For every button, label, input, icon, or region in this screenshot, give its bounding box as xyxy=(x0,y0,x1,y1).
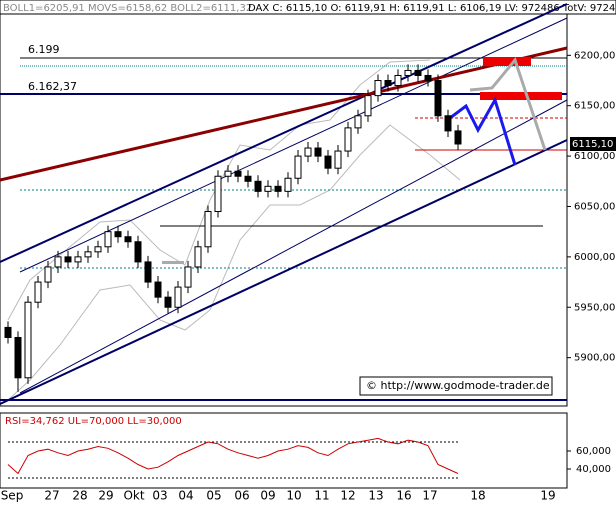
rsi-label: RSI=34,762 UL=70,000 LL=30,000 xyxy=(5,416,182,427)
x-tick-label: 18 xyxy=(470,489,485,503)
level-label: 6.162,37 xyxy=(28,80,77,93)
candle-body xyxy=(414,69,422,76)
candle-body xyxy=(434,80,442,117)
candle-body xyxy=(244,175,252,182)
candle-body xyxy=(274,185,282,192)
x-tick-label: 06 xyxy=(234,489,249,503)
candle-body xyxy=(224,170,232,177)
x-tick-label: 12 xyxy=(340,489,355,503)
trend-line xyxy=(0,46,568,182)
bollinger-upper xyxy=(7,59,431,321)
x-tick-label: 09 xyxy=(260,489,275,503)
projection-blue xyxy=(449,96,517,166)
last-price-label: 6115,10 xyxy=(572,139,613,150)
candle-body xyxy=(304,147,312,157)
candle-body xyxy=(34,281,42,303)
header-quote: DAX C: 6115,10 O: 6119,91 H: 6119,91 L: … xyxy=(248,3,616,14)
projection-grey xyxy=(469,56,547,151)
header-bollinger: BOLL1=6205,91 MOVS=6158,62 BOLL2=6111,32 xyxy=(3,3,252,14)
candle-body xyxy=(74,256,82,263)
x-tick-label: 13 xyxy=(368,489,383,503)
x-tick-label: 29 xyxy=(98,489,113,503)
candle-body xyxy=(284,177,292,192)
candle-body xyxy=(44,266,52,283)
rsi-tick-label: 40,000 xyxy=(576,464,611,475)
x-tick-label: Sep xyxy=(1,489,24,503)
x-tick-label: 19 xyxy=(540,489,555,503)
candle-body xyxy=(364,95,372,117)
x-tick-label: 10 xyxy=(286,489,301,503)
candle-body xyxy=(54,256,62,268)
candle-body xyxy=(394,74,402,87)
candle-body xyxy=(324,155,332,169)
y-tick-label: 5900,00 xyxy=(574,353,615,364)
x-tick-label: 05 xyxy=(206,489,221,503)
x-tick-label: 11 xyxy=(314,489,329,503)
candle-body xyxy=(204,211,212,248)
candle-body xyxy=(114,231,122,238)
candle-body xyxy=(164,296,172,308)
candle-body xyxy=(264,185,272,192)
candle-body xyxy=(454,130,462,145)
candle-body xyxy=(24,301,32,379)
x-tick-label: 16 xyxy=(396,489,411,503)
y-tick-label: 6150,00 xyxy=(574,101,615,112)
rsi-tick-label: 60,000 xyxy=(576,446,611,457)
bollinger-lower xyxy=(7,124,461,401)
candle-body xyxy=(374,80,382,97)
candle-body xyxy=(254,180,262,192)
x-tick-label: 04 xyxy=(178,489,193,503)
x-tick-label: 28 xyxy=(72,489,87,503)
candle-body xyxy=(354,115,362,129)
marker xyxy=(162,261,184,264)
candle-body xyxy=(404,69,412,76)
candle-body xyxy=(64,256,72,263)
candle-body xyxy=(134,241,142,263)
candle-body xyxy=(104,231,112,248)
trend-line xyxy=(19,99,568,394)
x-tick-label: 27 xyxy=(44,489,59,503)
y-tick-label: 6100,00 xyxy=(574,151,615,162)
candle-body xyxy=(144,261,152,283)
copyright: © http://www.godmode-trader.de xyxy=(366,379,550,392)
candle-body xyxy=(214,175,222,213)
candle-body xyxy=(334,150,342,169)
candle-body xyxy=(424,74,432,82)
copyright-box xyxy=(359,376,553,396)
candle-body xyxy=(184,266,192,288)
candle-body xyxy=(14,336,22,379)
y-tick-label: 6200,00 xyxy=(574,50,615,61)
candle-body xyxy=(294,155,302,179)
x-tick-label: 17 xyxy=(422,489,437,503)
candle-body xyxy=(444,115,452,132)
y-tick-label: 6050,00 xyxy=(574,201,615,212)
trend-line xyxy=(0,139,568,405)
x-tick-label: Okt xyxy=(123,489,144,503)
plot: 5900,00 5950,00 6000,00 6050,00 6100,00 6150,… xyxy=(1,50,616,503)
main-panel xyxy=(0,13,568,407)
candle-body xyxy=(154,281,162,298)
candle-body xyxy=(194,246,202,268)
trend-line xyxy=(0,3,568,263)
candle-body xyxy=(124,236,132,243)
y-tick-label: 5950,00 xyxy=(574,302,615,313)
candle-body xyxy=(234,170,242,177)
x-tick-label: 03 xyxy=(152,489,167,503)
target-zone xyxy=(483,57,531,66)
last-price-box xyxy=(570,136,616,151)
target-zone xyxy=(480,92,562,100)
candle-body xyxy=(84,251,92,258)
y-tick-label: 6000,00 xyxy=(574,252,615,263)
candle-body xyxy=(94,246,102,253)
rsi-line xyxy=(7,437,459,475)
level-label: 6.199 xyxy=(28,43,60,56)
candle-body xyxy=(314,147,322,157)
candle-body xyxy=(384,80,392,87)
candle-body xyxy=(344,127,352,152)
trend-line xyxy=(19,17,568,273)
candle-body xyxy=(174,286,182,308)
candle-body xyxy=(4,326,12,338)
